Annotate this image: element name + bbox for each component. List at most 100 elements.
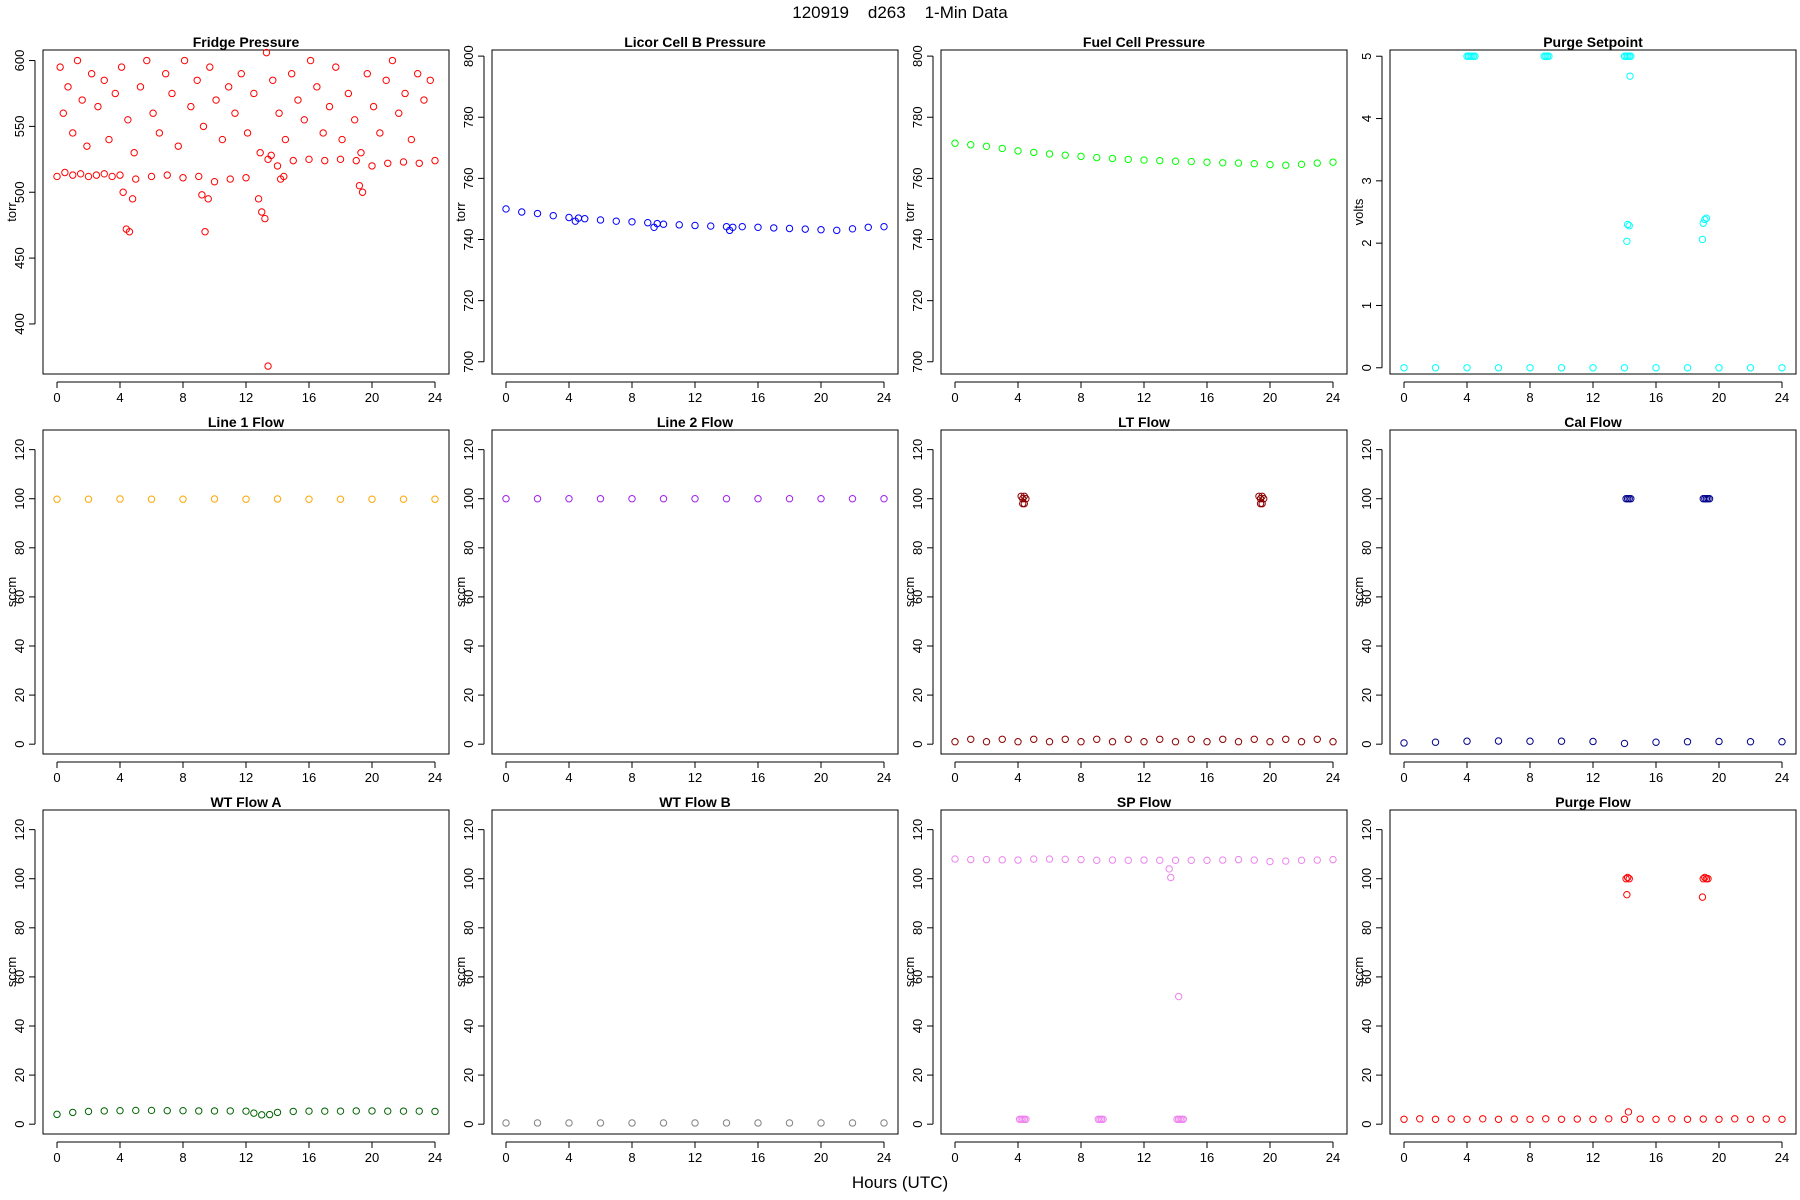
- data-point: [431, 1107, 439, 1116]
- data-point: [998, 856, 1006, 864]
- data-point: [1165, 865, 1173, 873]
- y-tick-label: 1: [1359, 302, 1374, 309]
- y-tick-label: 100: [910, 868, 925, 890]
- data-point: [785, 1119, 794, 1127]
- data-point: [628, 218, 636, 226]
- data-point: [1463, 364, 1471, 372]
- data-point: [1431, 1115, 1440, 1123]
- y-tick-label: 40: [461, 1019, 476, 1033]
- data-point: [325, 102, 334, 111]
- panel-title: WT Flow B: [659, 794, 731, 810]
- y-tick-label: 100: [910, 488, 925, 510]
- data-point: [1156, 856, 1164, 865]
- data-point: [336, 155, 345, 164]
- data-point: [147, 1106, 156, 1115]
- data-point: [100, 1107, 108, 1115]
- data-point: [1463, 1115, 1471, 1123]
- data-point: [1701, 215, 1709, 224]
- x-tick-label: 8: [628, 1150, 635, 1165]
- data-point: [1652, 1115, 1660, 1123]
- data-point: [518, 208, 526, 216]
- x-tick-label: 0: [1400, 1150, 1407, 1165]
- x-tick-label: 12: [688, 1150, 702, 1165]
- data-point: [1124, 155, 1132, 164]
- y-tick-label: 700: [910, 351, 925, 373]
- y-tick-label: 450: [12, 247, 27, 269]
- panel-title: SP Flow: [1117, 794, 1171, 810]
- data-point: [413, 70, 422, 78]
- data-point: [368, 162, 376, 170]
- x-tick-label: 8: [179, 390, 186, 405]
- data-point: [355, 181, 364, 190]
- data-point: [691, 221, 699, 230]
- x-tick-label: 8: [628, 770, 635, 785]
- data-point: [117, 63, 126, 71]
- data-point: [273, 1108, 282, 1117]
- data-point: [179, 1106, 187, 1115]
- data-point: [628, 1119, 636, 1127]
- x-tick-label: 12: [1586, 770, 1600, 785]
- y-tick-label: 60: [12, 970, 27, 984]
- data-point: [1174, 992, 1183, 1001]
- data-point: [1250, 856, 1258, 864]
- data-point: [111, 89, 119, 98]
- y-tick-label: 720: [910, 290, 925, 312]
- data-point: [69, 1108, 77, 1117]
- y-tick-label: 120: [1359, 819, 1374, 841]
- data-point: [1778, 364, 1786, 372]
- data-point: [399, 158, 408, 166]
- x-tick-label: 0: [1400, 390, 1407, 405]
- data-point: [231, 109, 239, 117]
- data-point: [1219, 856, 1227, 864]
- data-point: [533, 209, 542, 218]
- data-point: [125, 228, 134, 236]
- y-tick-label: 80: [461, 541, 476, 555]
- x-tick-label: 0: [1400, 770, 1407, 785]
- y-tick-label: 100: [12, 488, 27, 510]
- data-point: [1266, 738, 1274, 746]
- data-point: [1203, 856, 1211, 865]
- y-axis-label: sccm: [902, 577, 917, 607]
- data-point: [1030, 735, 1038, 743]
- data-point: [1140, 156, 1148, 164]
- data-point: [73, 56, 82, 65]
- data-point: [84, 1107, 93, 1116]
- data-point: [132, 175, 140, 183]
- chart-panel: WT Flow B sccm 0 4 8 12 16 20 24 0 20 40 60 80 100 120: [453, 794, 899, 1165]
- x-tick-label: 4: [1014, 770, 1021, 785]
- data-point: [967, 855, 975, 864]
- data-point: [59, 109, 67, 117]
- data-point: [195, 1107, 203, 1115]
- x-tick-label: 20: [365, 770, 379, 785]
- data-point: [1282, 735, 1290, 743]
- y-tick-label: 740: [461, 229, 476, 251]
- x-tick-label: 24: [428, 1150, 442, 1165]
- x-tick-label: 20: [1263, 770, 1277, 785]
- data-point: [399, 1107, 408, 1115]
- chart-panel: Purge Flow sccm 0 4 8 12 16 20 24 0 20 40 60 80 100 120: [1351, 794, 1797, 1165]
- x-tick-label: 4: [565, 1150, 572, 1165]
- y-tick-label: 60: [12, 590, 27, 604]
- panel-title: Licor Cell B Pressure: [624, 34, 766, 50]
- y-tick-label: 0: [12, 1121, 27, 1128]
- y-tick-label: 100: [12, 868, 27, 890]
- y-tick-label: 0: [12, 741, 27, 748]
- y-tick-label: 4: [1359, 115, 1374, 122]
- y-tick-label: 20: [12, 688, 27, 702]
- panel-title: Fridge Pressure: [193, 34, 300, 50]
- data-point: [1187, 856, 1195, 865]
- data-point: [628, 495, 636, 503]
- data-point: [1705, 495, 1714, 503]
- data-point: [707, 222, 715, 230]
- data-point: [565, 495, 573, 503]
- data-point: [864, 223, 872, 231]
- x-tick-label: 24: [1775, 390, 1789, 405]
- data-point: [1620, 364, 1629, 372]
- data-point: [1746, 364, 1755, 372]
- data-point: [384, 1107, 392, 1115]
- data-point: [1636, 1115, 1644, 1123]
- data-point: [1623, 237, 1631, 245]
- panel-title: LT Flow: [1118, 414, 1170, 430]
- data-point: [1400, 739, 1408, 747]
